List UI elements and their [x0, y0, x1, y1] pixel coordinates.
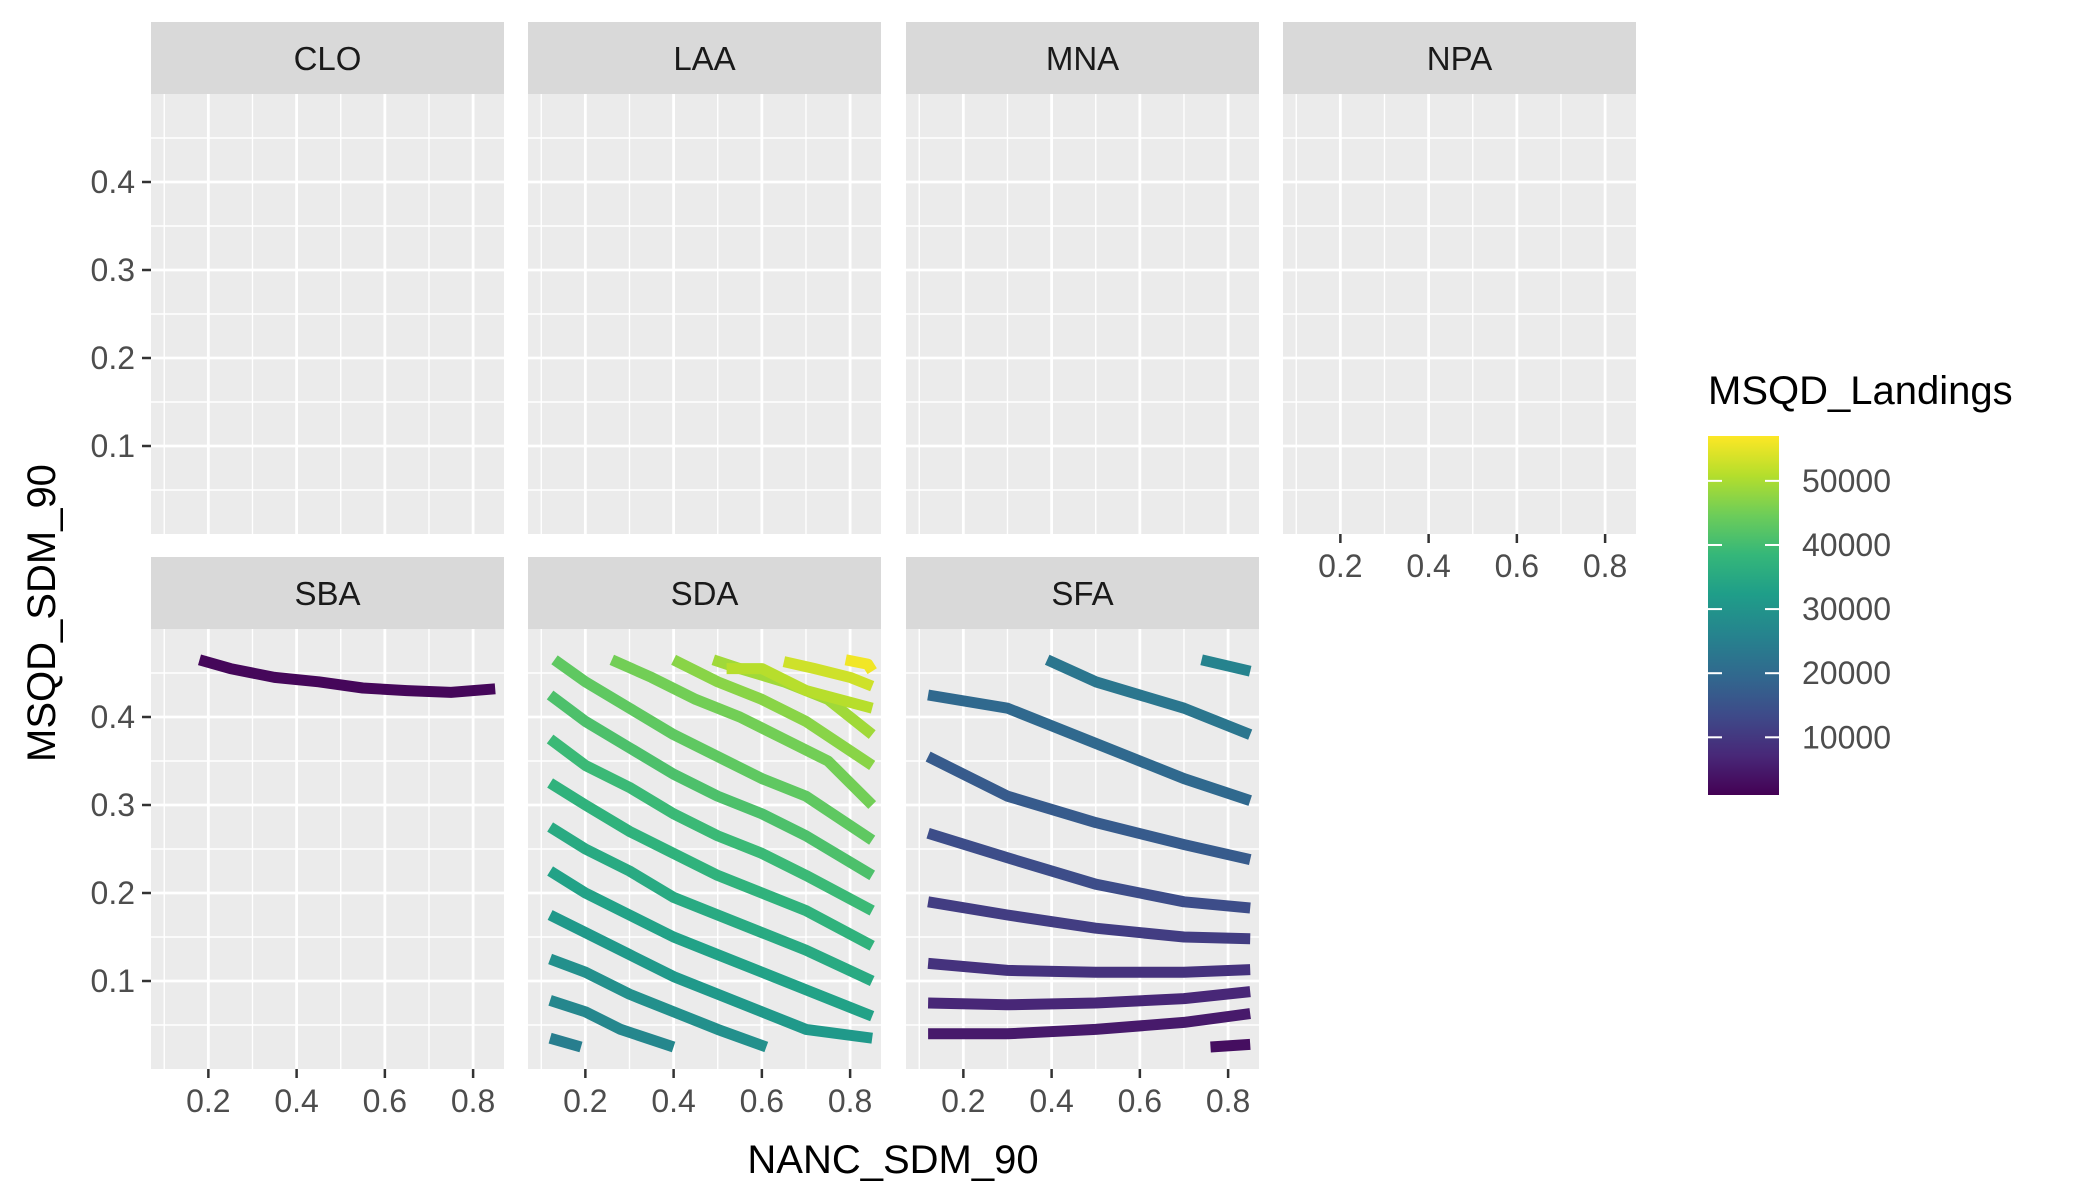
- x-axis-title: NANC_SDM_90: [747, 1138, 1038, 1182]
- contour-line: [546, 690, 876, 881]
- y-tick-label: 0.2: [91, 340, 135, 376]
- facet-strip: [1283, 22, 1636, 94]
- contour-line: [671, 654, 876, 770]
- contour-line: [926, 827, 1251, 914]
- x-tick-label: 0.6: [363, 1083, 407, 1119]
- contour-line: [1200, 654, 1252, 677]
- facet-sfa: SFA: [906, 557, 1259, 1069]
- legend-colorbar: [1708, 436, 1779, 795]
- x-tick-label: 0.2: [941, 1083, 985, 1119]
- x-tick-label: 0.4: [1406, 548, 1450, 584]
- contour-line: [609, 654, 877, 809]
- facet-npa: NPA: [1283, 22, 1636, 534]
- legend-label: 30000: [1802, 591, 1891, 627]
- x-tick-label: 0.2: [563, 1083, 607, 1119]
- legend-ticks: 50000 40000 30000 20000 10000: [1708, 463, 1891, 755]
- y-tick-label: 0.3: [91, 787, 135, 823]
- x-tick-label: 0.6: [1495, 548, 1539, 584]
- facet-strip: [528, 22, 881, 94]
- facet-laa: LAA: [528, 22, 881, 534]
- facet-strip: [906, 22, 1259, 94]
- contour-line: [927, 689, 1252, 806]
- contour-line: [726, 663, 874, 714]
- facet-strip-label: NPA: [1427, 40, 1492, 77]
- legend-title: MSQD_Landings: [1708, 369, 2013, 413]
- x-tick-label: 0.2: [1318, 548, 1362, 584]
- contour-line: [927, 896, 1251, 945]
- x-tick-label: 0.4: [1029, 1083, 1073, 1119]
- y-tick-label: 0.2: [91, 875, 135, 911]
- facet-clo: CLO: [151, 22, 504, 534]
- facet-strip: [151, 557, 504, 629]
- contour-line: [1044, 654, 1253, 740]
- contour-line: [547, 910, 873, 1044]
- contour-line: [928, 1008, 1251, 1040]
- facet-strip: [906, 557, 1259, 629]
- contour-line: [927, 986, 1251, 1011]
- contour-line: [927, 957, 1251, 978]
- facet-strip: [528, 557, 881, 629]
- contour-line: [548, 953, 769, 1053]
- x-tick-label: 0.6: [1118, 1083, 1162, 1119]
- facet-strip-label: SDA: [671, 575, 739, 612]
- legend-label: 50000: [1802, 463, 1891, 499]
- facet-strip: [151, 22, 504, 94]
- color-legend: MSQD_Landings 50000 40000 30000 20000 10000: [1708, 369, 2013, 795]
- x-tick-label: 0.2: [186, 1083, 230, 1119]
- contour-line: [197, 654, 496, 698]
- y-tick-label: 0.3: [91, 252, 135, 288]
- y-tick-label: 0.1: [91, 963, 135, 999]
- x-tick-label: 0.8: [1583, 548, 1627, 584]
- contour-line: [548, 995, 676, 1053]
- y-tick-label: 0.4: [91, 699, 135, 735]
- x-tick-label: 0.4: [651, 1083, 695, 1119]
- contour-line: [546, 734, 875, 916]
- x-tick-label: 0.8: [1206, 1083, 1250, 1119]
- legend-label: 20000: [1802, 655, 1891, 691]
- x-tick-label: 0.6: [740, 1083, 784, 1119]
- contour-line: [925, 751, 1252, 865]
- facet-sba: SBA: [151, 557, 504, 1069]
- facets: CLO LAA MNA NPA SBA SDA SFA: [151, 22, 1636, 1069]
- contour-line: [547, 866, 875, 1022]
- contour-line: [844, 654, 877, 675]
- y-tick-label: 0.1: [91, 428, 135, 464]
- facet-mna: MNA: [906, 22, 1259, 534]
- facet-strip-label: MNA: [1046, 40, 1119, 77]
- contour-line: [547, 778, 875, 951]
- facet-strip-label: LAA: [673, 40, 735, 77]
- x-tick-label: 0.4: [274, 1083, 318, 1119]
- facet-strip-label: SBA: [294, 575, 360, 612]
- contour-line: [548, 1032, 583, 1053]
- facet-strip-label: SFA: [1051, 575, 1113, 612]
- y-axis-title: MSQD_SDM_90: [20, 464, 64, 762]
- x-tick-label: 0.8: [828, 1083, 872, 1119]
- facet-sda: SDA: [528, 557, 881, 1069]
- contour-line: [551, 655, 876, 845]
- facet-strip-label: CLO: [294, 40, 362, 77]
- y-tick-label: 0.4: [91, 164, 135, 200]
- legend-label: 10000: [1802, 719, 1891, 755]
- contour-line: [782, 656, 875, 692]
- axes: 0.1 0.2 0.3 0.4 0.2 0.4 0.6 0.8 0.1 0.2 0.3 0.4 0.2 0…: [91, 164, 1628, 1119]
- contour-line: [1210, 1038, 1251, 1053]
- x-tick-label: 0.8: [451, 1083, 495, 1119]
- legend-label: 40000: [1802, 527, 1891, 563]
- contour-line: [547, 822, 875, 986]
